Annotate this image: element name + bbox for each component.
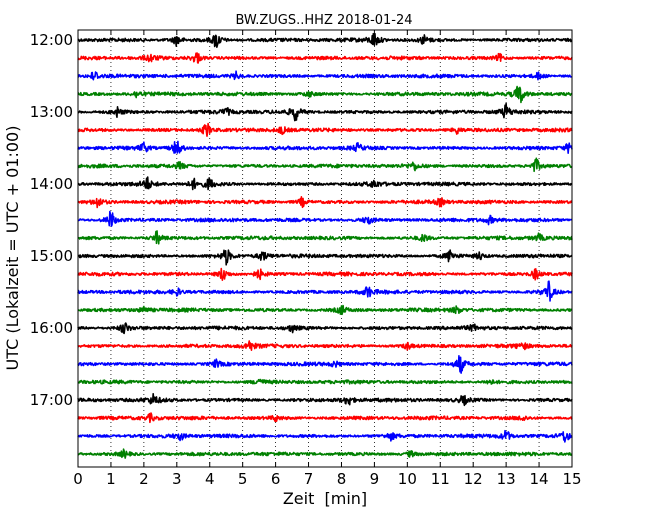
y-tick-label: 14:00 xyxy=(30,175,73,193)
trace-13:45 xyxy=(77,157,573,173)
x-tick-label: 12 xyxy=(464,470,483,488)
x-tick-label: 4 xyxy=(205,470,215,488)
y-tick-label: 15:00 xyxy=(30,247,73,265)
trace-17:45 xyxy=(77,448,573,459)
x-tick-label: 0 xyxy=(73,470,83,488)
y-tick-label: 12:00 xyxy=(30,31,73,49)
x-tick-label: 13 xyxy=(497,470,516,488)
trace-13:30 xyxy=(77,140,573,155)
trace-16:15 xyxy=(77,340,573,351)
x-tick-label: 8 xyxy=(337,470,347,488)
x-tick-label: 1 xyxy=(106,470,116,488)
y-axis: 12:00 13:00 14:00 15:00 16:00 17:00 xyxy=(30,31,572,409)
trace-12:45 xyxy=(77,85,573,104)
trace-14:15 xyxy=(77,196,573,209)
trace-13:00 xyxy=(77,102,573,122)
plot-frame xyxy=(77,29,573,468)
traces xyxy=(77,32,573,459)
y-axis-label: UTC (Lokalzeit = UTC + 01:00) xyxy=(3,126,22,371)
trace-12:00 xyxy=(77,32,573,48)
x-axis: 0 1 2 3 4 5 6 7 8 9 10 11 12 13 14 15 xyxy=(73,30,582,488)
chart-title: BW.ZUGS..HHZ 2018-01-24 xyxy=(235,13,412,28)
x-tick-label: 7 xyxy=(304,470,314,488)
trace-14:30 xyxy=(77,210,573,227)
trace-14:45 xyxy=(77,230,573,245)
x-axis-label: Zeit [min] xyxy=(283,489,367,508)
x-tick-label: 9 xyxy=(370,470,380,488)
x-tick-label: 3 xyxy=(172,470,182,488)
trace-16:30 xyxy=(77,354,573,374)
trace-12:30 xyxy=(77,70,573,81)
trace-15:45 xyxy=(77,304,573,316)
y-tick-label: 13:00 xyxy=(30,103,73,121)
trace-16:00 xyxy=(77,322,573,335)
x-tick-label: 11 xyxy=(431,470,450,488)
trace-13:15 xyxy=(77,122,573,137)
trace-15:00 xyxy=(77,249,573,266)
trace-16:45 xyxy=(77,378,573,385)
trace-15:30 xyxy=(77,280,573,302)
x-tick-label: 2 xyxy=(139,470,149,488)
trace-17:00 xyxy=(77,392,573,407)
y-tick-label: 16:00 xyxy=(30,319,73,337)
trace-12:15 xyxy=(77,52,573,64)
trace-17:30 xyxy=(77,429,573,443)
trace-14:00 xyxy=(77,176,573,191)
trace-17:15 xyxy=(77,412,573,424)
y-tick-label: 17:00 xyxy=(30,391,73,409)
trace-15:15 xyxy=(77,267,573,281)
x-grid xyxy=(110,30,540,467)
x-tick-label: 14 xyxy=(530,470,549,488)
x-tick-label: 10 xyxy=(398,470,417,488)
x-tick-label: 6 xyxy=(271,470,281,488)
x-tick-label: 15 xyxy=(562,470,581,488)
x-tick-label: 5 xyxy=(238,470,248,488)
